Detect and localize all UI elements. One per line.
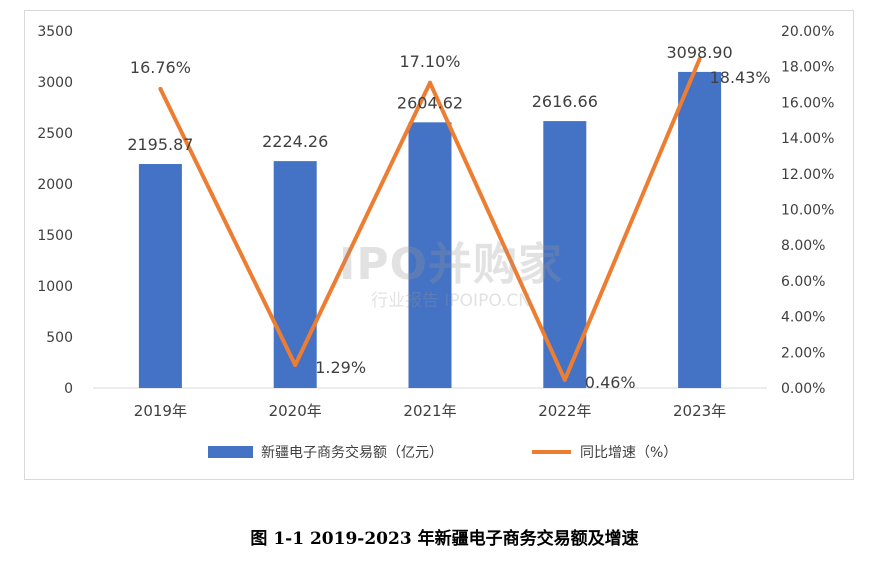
bar-value-label: 2604.62 bbox=[397, 93, 463, 112]
growth-value-label: 1.29% bbox=[315, 358, 366, 377]
legend-line-label: 同比增速（%） bbox=[580, 445, 677, 461]
figure-caption: 图 1-1 2019-2023 年新疆电子商务交易额及增速 bbox=[250, 529, 639, 549]
x-tick-label: 2020年 bbox=[269, 402, 322, 420]
y-left-tick-label: 500 bbox=[46, 330, 73, 346]
combo-chart: 0 500 1000 1500 2000 2500 3000 3500 0.00% 2.00% 4.… bbox=[37, 24, 834, 461]
legend-bar-swatch bbox=[208, 446, 253, 458]
y-left-tick-label: 2500 bbox=[37, 126, 73, 142]
bar-value-label: 3098.90 bbox=[667, 43, 733, 62]
growth-point-1 bbox=[158, 86, 163, 91]
chart-frame: 0 500 1000 1500 2000 2500 3000 3500 0.00% 2.00% 4.… bbox=[24, 10, 854, 480]
y-left-tick-label: 1500 bbox=[37, 228, 73, 244]
y-right-tick-label: 2.00% bbox=[781, 345, 825, 361]
legend-bar-label: 新疆电子商务交易额（亿元） bbox=[261, 444, 443, 461]
growth-point-2 bbox=[293, 362, 298, 367]
x-tick-label: 2019年 bbox=[134, 402, 187, 420]
y-right-tick-label: 0.00% bbox=[781, 381, 825, 397]
growth-value-label: 16.76% bbox=[130, 58, 191, 77]
y-left-tick-label: 0 bbox=[64, 381, 73, 397]
y-right-tick-label: 4.00% bbox=[781, 310, 825, 326]
bar-1 bbox=[138, 164, 182, 388]
y-left-tick-label: 3000 bbox=[37, 75, 73, 91]
y-right-tick-label: 6.00% bbox=[781, 274, 825, 290]
y-right-tick-label: 12.00% bbox=[781, 167, 834, 183]
bar-value-label: 2616.66 bbox=[532, 92, 598, 111]
y-right-tick-label: 10.00% bbox=[781, 203, 834, 219]
y-right-tick-label: 20.00% bbox=[781, 24, 834, 40]
y-left-tick-label: 3500 bbox=[37, 24, 73, 40]
x-tick-label: 2021年 bbox=[403, 402, 456, 420]
x-tick-label: 2023年 bbox=[673, 402, 726, 420]
y-left-tick-label: 1000 bbox=[37, 279, 73, 295]
growth-point-3 bbox=[428, 80, 432, 85]
y-right-tick-label: 18.00% bbox=[781, 60, 834, 76]
bar-3 bbox=[408, 122, 452, 388]
y-right-tick-label: 8.00% bbox=[781, 238, 825, 254]
bar-value-label: 2224.26 bbox=[262, 132, 328, 151]
growth-point-4 bbox=[562, 377, 567, 382]
y-right-tick-label: 14.00% bbox=[781, 131, 834, 147]
growth-value-label: 18.43% bbox=[710, 68, 771, 87]
bar-value-label: 2195.87 bbox=[127, 135, 193, 154]
growth-point-5 bbox=[697, 57, 702, 62]
y-left-tick-label: 2000 bbox=[37, 177, 73, 193]
x-tick-label: 2022年 bbox=[538, 402, 591, 420]
growth-value-label: 17.10% bbox=[399, 52, 460, 71]
y-right-tick-label: 16.00% bbox=[781, 95, 834, 111]
growth-value-label: 0.46% bbox=[585, 373, 636, 392]
bar-2 bbox=[273, 161, 317, 388]
bar-5 bbox=[678, 71, 722, 388]
